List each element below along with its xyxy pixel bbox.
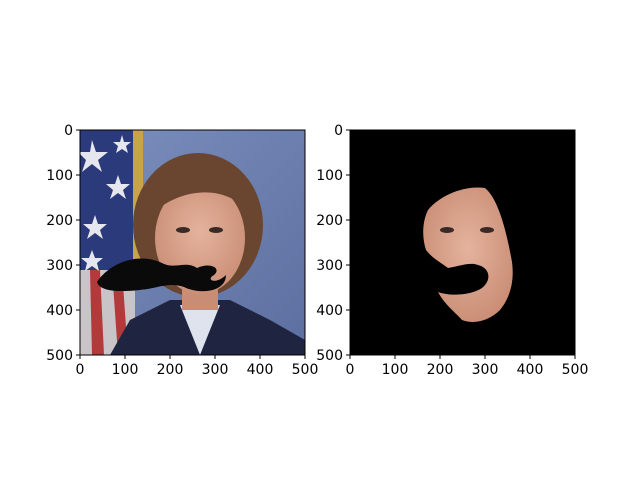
x-tick-label: 300 [472, 362, 499, 378]
right-panel-image [350, 130, 575, 355]
flag [80, 130, 135, 355]
y-tick-label: 0 [334, 123, 343, 139]
star-icon [83, 215, 107, 239]
star-icon [80, 140, 108, 172]
left-panel-image [80, 130, 305, 355]
star-icon [81, 250, 103, 271]
x-tick-label: 400 [517, 362, 544, 378]
x-tick-label: 200 [427, 362, 454, 378]
x-tick-label: 0 [76, 362, 85, 378]
segmented-right-eye [480, 227, 494, 233]
y-tick-label: 100 [46, 168, 73, 184]
y-tick-label: 300 [46, 258, 73, 274]
x-tick-label: 500 [292, 362, 319, 378]
mustache-overlay [97, 258, 226, 292]
y-tick-label: 0 [64, 123, 73, 139]
star-icon [106, 175, 130, 199]
y-tick-label: 400 [46, 303, 73, 319]
y-tick-label: 400 [316, 303, 343, 319]
x-tick-label: 100 [112, 362, 139, 378]
x-tick-label: 300 [202, 362, 229, 378]
x-tick-label: 500 [562, 362, 589, 378]
left-eye [176, 227, 190, 233]
shirt-collar [180, 305, 220, 355]
x-tick-label: 400 [247, 362, 274, 378]
y-tick-label: 500 [316, 348, 343, 364]
y-tick-label: 100 [316, 168, 343, 184]
segmented-face [423, 187, 513, 322]
segmented-left-eye [440, 227, 454, 233]
x-tick-label: 100 [382, 362, 409, 378]
star-icon [113, 135, 131, 153]
right-eye [209, 227, 223, 233]
x-tick-label: 200 [157, 362, 184, 378]
mustache-cutout [436, 267, 485, 292]
y-tick-label: 200 [46, 213, 73, 229]
y-tick-label: 200 [316, 213, 343, 229]
left-axes-frame [79, 129, 306, 356]
y-tick-label: 500 [46, 348, 73, 364]
x-tick-label: 0 [346, 362, 355, 378]
y-tick-label: 300 [316, 258, 343, 274]
right-axes-frame [349, 129, 576, 356]
hair-fringe [150, 177, 250, 215]
